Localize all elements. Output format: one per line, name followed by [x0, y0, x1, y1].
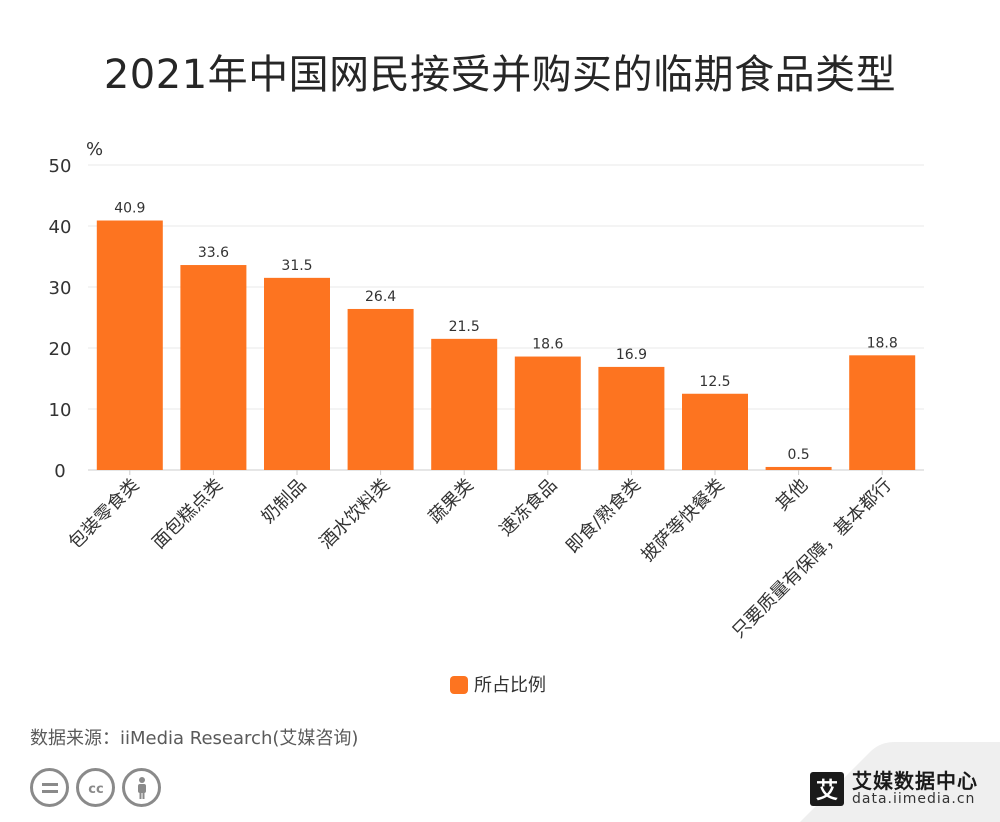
data-label: 18.6: [532, 337, 563, 353]
x-tick-label: 即食/熟食类: [562, 475, 645, 558]
x-tick-label: 速冻食品: [496, 475, 562, 541]
y-tick-label: 40: [49, 217, 72, 238]
x-tick-label: 酒水饮料类: [316, 475, 394, 553]
data-label: 21.5: [449, 319, 480, 335]
license-icons: cc: [30, 768, 161, 807]
bar: [180, 265, 247, 470]
y-tick-label: 20: [49, 339, 72, 360]
brand-logo: 艾 艾媒数据中心 data.iimedia.cn: [810, 770, 978, 807]
x-tick-label: 其他: [772, 475, 812, 515]
bar: [765, 466, 832, 470]
x-tick-label: 披萨等快餐类: [637, 475, 728, 566]
bar: [514, 356, 581, 470]
y-tick-label: 50: [49, 156, 72, 177]
chart-title: 2021年中国网民接受并购买的临期食品类型: [103, 52, 897, 98]
bar: [264, 277, 330, 470]
svg-text:cc: cc: [88, 782, 103, 796]
logo-name: 艾媒数据中心: [852, 769, 978, 793]
data-label: 0.5: [787, 447, 809, 463]
y-tick-label: 0: [54, 461, 65, 482]
bar: [347, 308, 414, 470]
cc-icon: cc: [76, 768, 115, 807]
person-icon: [122, 768, 161, 807]
x-tick-label: 包装零食类: [65, 475, 143, 553]
x-tick-label: 奶制品: [258, 475, 311, 528]
y-tick-label: 10: [49, 400, 72, 421]
x-tick-label: 只要质量有保障，基本都行: [728, 475, 896, 643]
data-label: 18.8: [867, 335, 898, 351]
logo-url: data.iimedia.cn: [852, 791, 976, 807]
logo-background: [800, 742, 1000, 822]
y-axis-label: %: [86, 139, 103, 160]
data-source: 数据来源：iiMedia Research(艾媒咨询): [30, 728, 359, 749]
bar: [96, 220, 163, 470]
data-label: 33.6: [198, 245, 229, 261]
data-label: 31.5: [281, 258, 312, 274]
legend-swatch: [450, 676, 468, 694]
bar-chart: 0 10 20 30 40 50% 40.9 包装零食类 33.6 面包糕点类 31.5 奶制品 26.…: [49, 139, 924, 696]
data-label: 40.9: [114, 201, 145, 217]
equals-icon: [30, 768, 69, 807]
bar: [849, 355, 916, 470]
data-label: 26.4: [365, 289, 396, 305]
bar: [682, 393, 748, 470]
legend-label: 所占比例: [474, 675, 546, 696]
data-label: 12.5: [699, 374, 730, 390]
x-tick-label: 蔬果类: [425, 475, 478, 528]
bar: [598, 366, 665, 470]
y-tick-label: 30: [49, 278, 72, 299]
logo-mark: 艾: [810, 771, 844, 806]
data-label: 16.9: [616, 347, 647, 363]
x-tick-label: 面包糕点类: [148, 475, 226, 553]
bar: [431, 338, 498, 470]
